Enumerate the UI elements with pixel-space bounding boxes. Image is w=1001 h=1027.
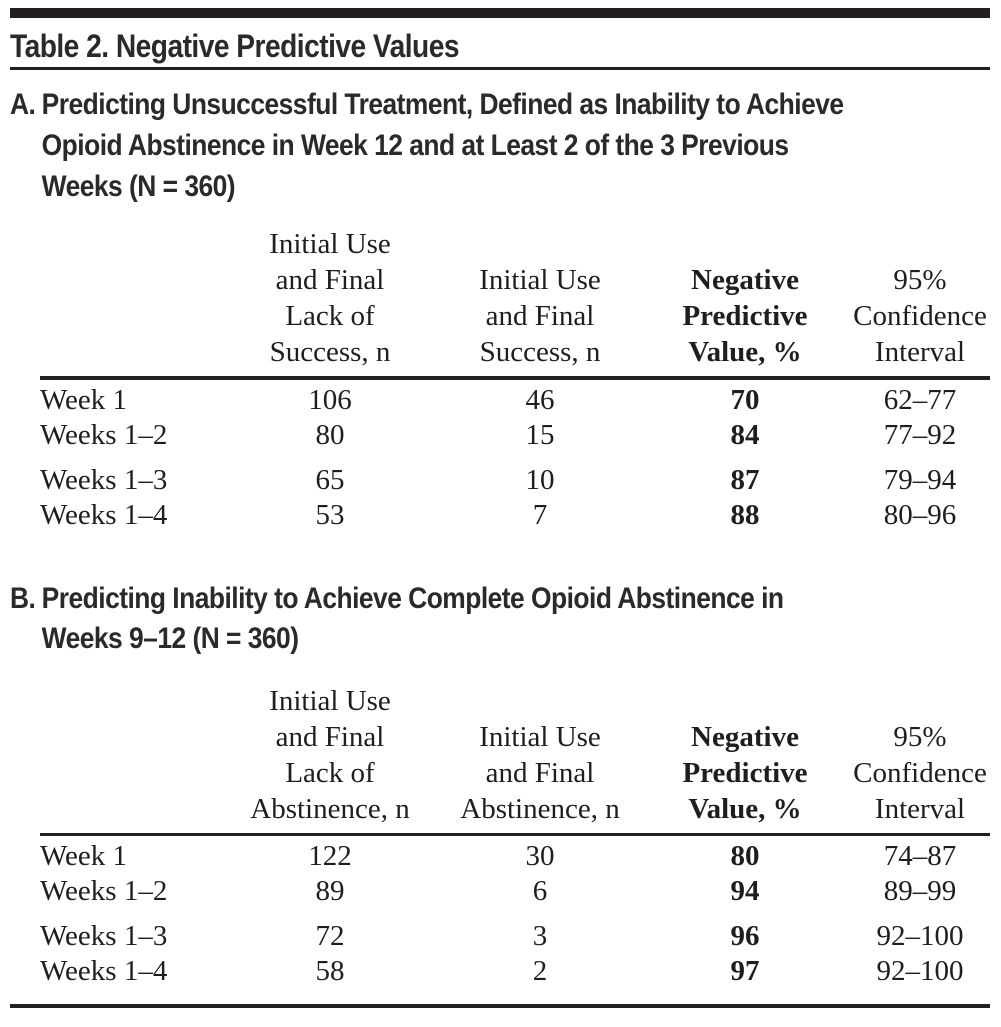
row-label: Weeks 1–3 bbox=[40, 920, 168, 952]
cell-ci: 79–94 bbox=[883, 463, 957, 496]
cell-ci: 77–92 bbox=[883, 418, 957, 451]
cell-ci: 62–77 bbox=[883, 383, 957, 416]
bottom-rule bbox=[10, 1004, 990, 1008]
cell-initial-lack: 58 bbox=[315, 955, 345, 987]
section-b-marker: B. bbox=[10, 581, 36, 615]
section-a-marker: A. bbox=[10, 88, 36, 121]
cell-initial-success: 46 bbox=[525, 383, 555, 416]
table-title: Table 2. Negative Predictive Values bbox=[10, 28, 460, 64]
column-header-npv: Negative Predictive Value, % bbox=[682, 264, 808, 368]
column-header-ci: 95% Confidence Interval bbox=[853, 720, 987, 825]
cell-npv: 80 bbox=[730, 840, 760, 872]
column-header-ci: 95% Confidence Interval bbox=[853, 264, 987, 368]
cell-npv: 94 bbox=[730, 875, 760, 907]
cell-initial-success: 7 bbox=[532, 498, 548, 531]
cell-npv: 88 bbox=[730, 498, 760, 531]
section-b-heading: B. Predicting Inability to Achieve Compl… bbox=[10, 579, 872, 659]
row-label: Weeks 1–2 bbox=[40, 418, 168, 451]
cell-npv: 70 bbox=[730, 383, 760, 416]
column-header-initial-lack: Initial Use and Final Lack of Success, n bbox=[269, 228, 391, 368]
row-group-gap bbox=[10, 453, 990, 463]
cell-npv: 96 bbox=[730, 920, 760, 952]
cell-ci: 74–87 bbox=[883, 840, 957, 872]
section-b-heading-text: Predicting Inability to Achieve Complete… bbox=[41, 581, 784, 655]
section-b: B. Predicting Inability to Achieve Compl… bbox=[10, 579, 990, 990]
cell-initial-lack: 80 bbox=[315, 418, 345, 451]
cell-npv: 97 bbox=[730, 955, 760, 987]
cell-initial-abstinence: 6 bbox=[532, 875, 548, 907]
header-rule bbox=[40, 376, 990, 380]
section-a-heading: A. Predicting Unsuccessful Treatment, De… bbox=[10, 84, 872, 207]
column-header-initial-success: Initial Use and Final Success, n bbox=[479, 264, 601, 368]
cell-initial-success: 10 bbox=[525, 463, 555, 496]
npv-table-b: Initial Use and Final Lack of Abstinence… bbox=[10, 683, 990, 990]
cell-initial-lack: 65 bbox=[315, 463, 345, 496]
cell-npv: 84 bbox=[730, 418, 760, 451]
row-label: Weeks 1–4 bbox=[40, 498, 168, 531]
cell-ci: 80–96 bbox=[883, 498, 957, 531]
cell-ci: 92–100 bbox=[876, 955, 964, 987]
row-label: Weeks 1–2 bbox=[40, 875, 168, 907]
cell-initial-lack: 122 bbox=[308, 840, 352, 872]
cell-initial-lack: 89 bbox=[315, 875, 345, 907]
row-label: Week 1 bbox=[40, 840, 128, 872]
row-label: Week 1 bbox=[40, 383, 128, 416]
cell-initial-lack: 106 bbox=[308, 383, 352, 416]
column-header-initial-abstinence: Initial Use and Final Abstinence, n bbox=[460, 720, 620, 825]
column-header-npv: Negative Predictive Value, % bbox=[682, 720, 808, 825]
section-a-heading-text: Predicting Unsuccessful Treatment, Defin… bbox=[41, 88, 844, 203]
cell-initial-success: 15 bbox=[525, 418, 555, 451]
row-label: Weeks 1–4 bbox=[40, 955, 168, 987]
title-rule bbox=[10, 67, 990, 70]
top-rule bbox=[10, 8, 990, 18]
cell-initial-abstinence: 3 bbox=[532, 920, 548, 952]
cell-ci: 89–99 bbox=[883, 875, 957, 907]
cell-initial-lack: 53 bbox=[315, 498, 345, 531]
row-group-gap bbox=[10, 909, 990, 919]
cell-npv: 87 bbox=[730, 463, 760, 496]
npv-table-a: Initial Use and Final Lack of Success, n… bbox=[10, 226, 990, 533]
section-a: A. Predicting Unsuccessful Treatment, De… bbox=[10, 84, 990, 533]
column-header-initial-lack: Initial Use and Final Lack of Abstinence… bbox=[250, 684, 410, 825]
cell-initial-abstinence: 2 bbox=[532, 955, 548, 987]
cell-initial-abstinence: 30 bbox=[525, 840, 555, 872]
cell-initial-lack: 72 bbox=[315, 920, 345, 952]
row-label: Weeks 1–3 bbox=[40, 463, 168, 496]
cell-ci: 92–100 bbox=[876, 920, 964, 952]
header-rule bbox=[40, 832, 990, 836]
